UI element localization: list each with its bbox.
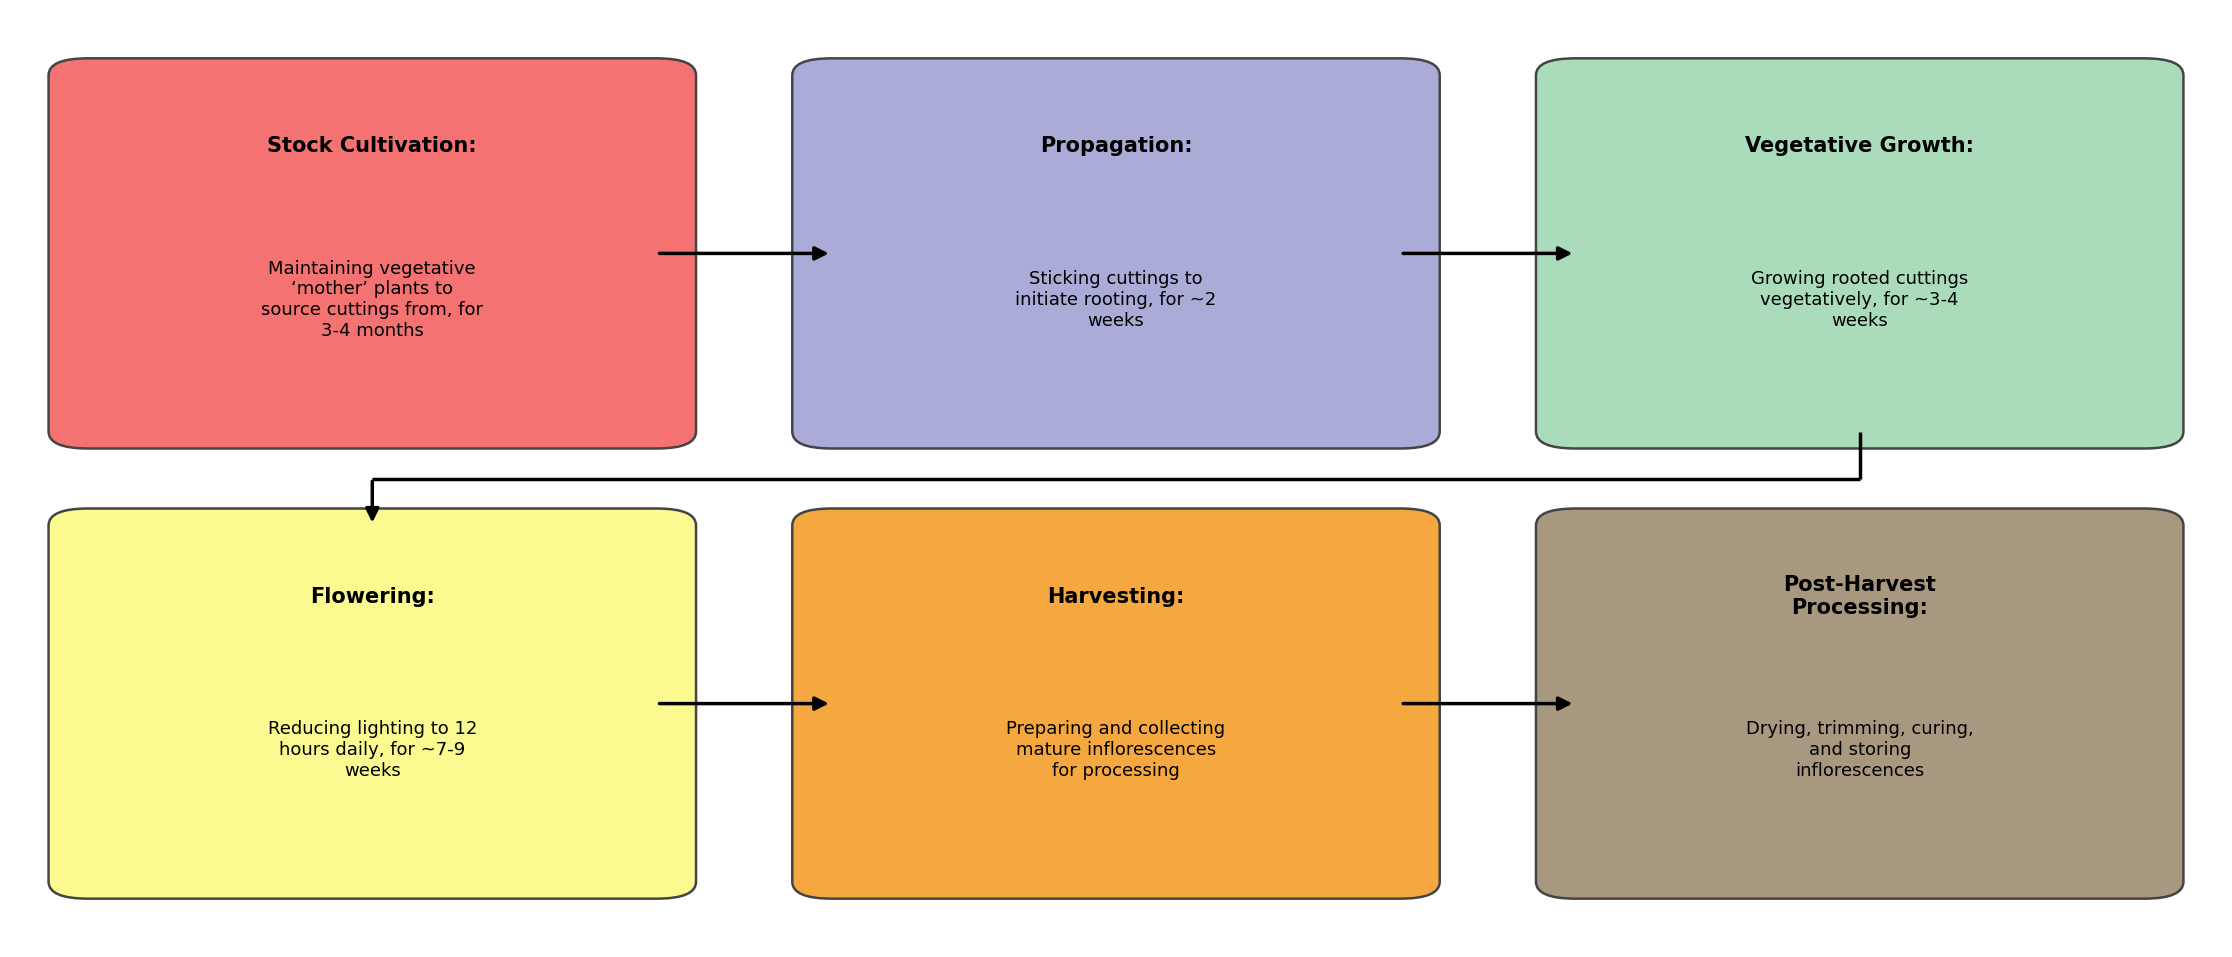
Text: Stock Cultivation:: Stock Cultivation: [268,137,478,157]
FancyBboxPatch shape [792,508,1440,899]
Text: Post-Harvest
Processing:: Post-Harvest Processing: [1783,575,1935,618]
Text: Growing rooted cuttings
vegetatively, for ~3-4
weeks: Growing rooted cuttings vegetatively, fo… [1752,270,1969,329]
FancyBboxPatch shape [792,58,1440,449]
Text: Harvesting:: Harvesting: [1047,587,1185,607]
FancyBboxPatch shape [49,58,696,449]
FancyBboxPatch shape [1536,58,2183,449]
Text: Reducing lighting to 12
hours daily, for ~7-9
weeks: Reducing lighting to 12 hours daily, for… [268,720,478,780]
Text: Vegetative Growth:: Vegetative Growth: [1745,137,1973,157]
Text: Propagation:: Propagation: [1040,137,1192,157]
Text: Flowering:: Flowering: [310,587,435,607]
Text: Maintaining vegetative
‘mother’ plants to
source cuttings from, for
3-4 months: Maintaining vegetative ‘mother’ plants t… [261,259,484,340]
Text: Drying, trimming, curing,
and storing
inflorescences: Drying, trimming, curing, and storing in… [1745,720,1973,780]
FancyBboxPatch shape [1536,508,2183,899]
FancyBboxPatch shape [49,508,696,899]
Text: Sticking cuttings to
initiate rooting, for ~2
weeks: Sticking cuttings to initiate rooting, f… [1016,270,1216,329]
Text: Preparing and collecting
mature inflorescences
for processing: Preparing and collecting mature inflores… [1007,720,1225,780]
